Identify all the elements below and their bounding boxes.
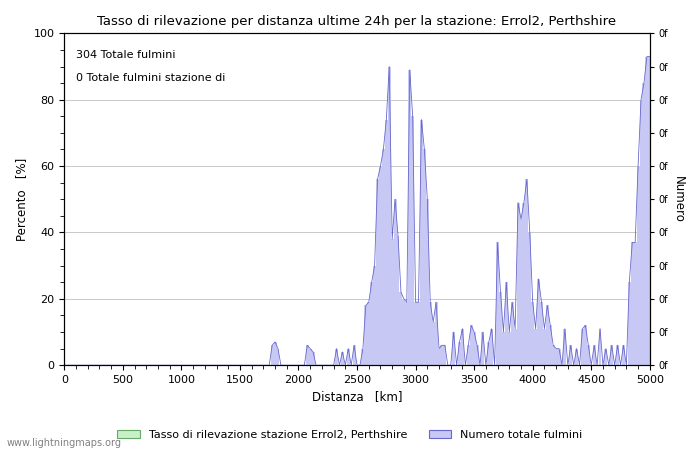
Text: 304 Totale fulmini: 304 Totale fulmini [76, 50, 176, 60]
Legend: Tasso di rilevazione stazione Errol2, Perthshire, Numero totale fulmini: Tasso di rilevazione stazione Errol2, Pe… [113, 426, 587, 445]
Y-axis label: Percento   [%]: Percento [%] [15, 158, 28, 241]
Text: www.lightningmaps.org: www.lightningmaps.org [7, 438, 122, 448]
X-axis label: Distanza   [km]: Distanza [km] [312, 391, 402, 404]
Y-axis label: Numero: Numero [672, 176, 685, 223]
Text: 0 Totale fulmini stazione di: 0 Totale fulmini stazione di [76, 73, 225, 83]
Title: Tasso di rilevazione per distanza ultime 24h per la stazione: Errol2, Perthshire: Tasso di rilevazione per distanza ultime… [97, 15, 617, 28]
